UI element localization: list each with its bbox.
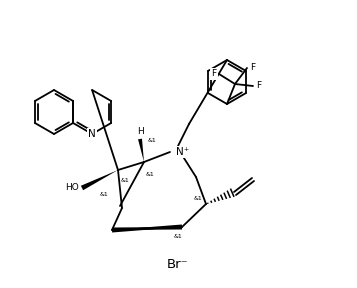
Text: HO: HO: [65, 183, 79, 192]
Text: H: H: [137, 128, 144, 137]
Text: F: F: [256, 82, 262, 90]
Text: &1: &1: [148, 137, 157, 143]
Text: &1: &1: [194, 196, 203, 202]
Polygon shape: [112, 227, 182, 232]
Text: F: F: [211, 69, 217, 79]
Polygon shape: [138, 139, 144, 162]
Text: N⁺: N⁺: [176, 147, 189, 157]
Text: N: N: [88, 129, 96, 139]
Text: &1: &1: [121, 179, 130, 183]
Text: &1: &1: [100, 192, 109, 196]
Text: &1: &1: [174, 234, 183, 240]
Polygon shape: [81, 170, 118, 190]
Text: &1: &1: [146, 171, 155, 177]
Polygon shape: [112, 225, 182, 230]
Text: Br⁻: Br⁻: [167, 257, 189, 270]
Text: F: F: [251, 63, 256, 73]
